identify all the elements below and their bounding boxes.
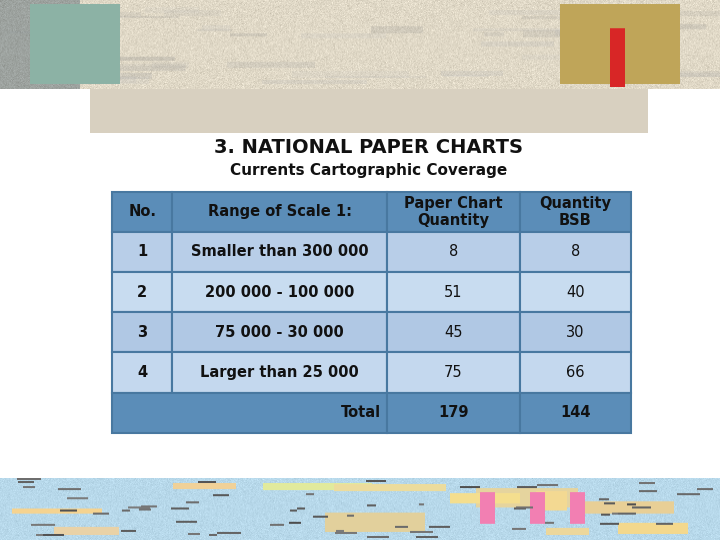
FancyBboxPatch shape — [387, 393, 520, 433]
FancyBboxPatch shape — [387, 192, 520, 232]
FancyBboxPatch shape — [520, 272, 631, 312]
FancyBboxPatch shape — [112, 192, 172, 232]
Text: 1: 1 — [137, 245, 148, 259]
FancyBboxPatch shape — [520, 192, 631, 232]
FancyBboxPatch shape — [520, 353, 631, 393]
Text: 51: 51 — [444, 285, 463, 300]
Text: 2: 2 — [137, 285, 147, 300]
Text: No.: No. — [128, 204, 156, 219]
FancyBboxPatch shape — [520, 393, 631, 433]
Text: 179: 179 — [438, 405, 469, 420]
FancyBboxPatch shape — [172, 192, 387, 232]
Text: 66: 66 — [566, 365, 585, 380]
Text: 200 000 - 100 000: 200 000 - 100 000 — [205, 285, 354, 300]
FancyBboxPatch shape — [172, 272, 387, 312]
FancyBboxPatch shape — [387, 232, 520, 272]
FancyBboxPatch shape — [172, 232, 387, 272]
FancyBboxPatch shape — [112, 353, 172, 393]
Text: 8: 8 — [571, 245, 580, 259]
Text: 40: 40 — [566, 285, 585, 300]
Text: 75: 75 — [444, 365, 463, 380]
FancyBboxPatch shape — [520, 312, 631, 353]
FancyBboxPatch shape — [112, 272, 172, 312]
Text: 3. NATIONAL PAPER CHARTS: 3. NATIONAL PAPER CHARTS — [215, 138, 523, 158]
FancyBboxPatch shape — [112, 312, 172, 353]
Text: 30: 30 — [566, 325, 585, 340]
FancyBboxPatch shape — [90, 65, 648, 133]
FancyBboxPatch shape — [172, 312, 387, 353]
Text: Paper Chart
Quantity: Paper Chart Quantity — [404, 195, 503, 228]
FancyBboxPatch shape — [172, 353, 387, 393]
FancyBboxPatch shape — [387, 312, 520, 353]
Text: 75 000 - 30 000: 75 000 - 30 000 — [215, 325, 344, 340]
Text: Total: Total — [341, 405, 381, 420]
Text: Range of Scale 1:: Range of Scale 1: — [207, 204, 351, 219]
Text: 8: 8 — [449, 245, 458, 259]
Text: Larger than 25 000: Larger than 25 000 — [200, 365, 359, 380]
Text: 45: 45 — [444, 325, 463, 340]
FancyBboxPatch shape — [520, 232, 631, 272]
Text: 3: 3 — [137, 325, 147, 340]
FancyBboxPatch shape — [112, 393, 387, 433]
Text: 4: 4 — [137, 365, 147, 380]
Text: Smaller than 300 000: Smaller than 300 000 — [191, 245, 369, 259]
Text: 144: 144 — [560, 405, 590, 420]
FancyBboxPatch shape — [387, 272, 520, 312]
Text: Quantity
BSB: Quantity BSB — [539, 195, 611, 228]
FancyBboxPatch shape — [387, 353, 520, 393]
Text: Currents Cartographic Coverage: Currents Cartographic Coverage — [230, 163, 508, 178]
FancyBboxPatch shape — [112, 232, 172, 272]
